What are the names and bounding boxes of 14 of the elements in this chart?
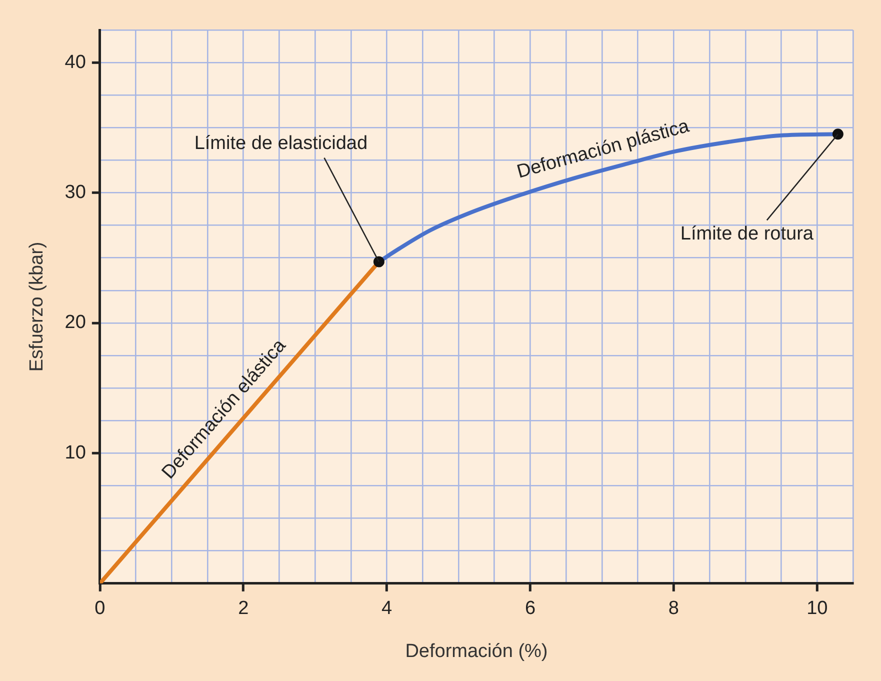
annotation: Límite de rotura [680, 223, 814, 244]
x-tick-label: 6 [524, 598, 536, 620]
y-axis-title: Esfuerzo (kbar) [26, 242, 48, 372]
x-tick-label: 8 [668, 598, 679, 620]
x-tick-label: 4 [382, 598, 393, 620]
y-tick-label: 10 [64, 442, 86, 464]
x-tick-label: 10 [806, 598, 828, 620]
x-tick-label: 2 [238, 598, 249, 620]
annotation: Límite de elasticidad [194, 133, 368, 154]
y-tick-label: 40 [64, 52, 86, 73]
x-tick-label: 0 [94, 598, 106, 620]
x-axis-title: Deformación (%) [405, 640, 548, 662]
y-tick-label: 20 [64, 312, 86, 334]
y-tick-label: 30 [64, 182, 86, 203]
